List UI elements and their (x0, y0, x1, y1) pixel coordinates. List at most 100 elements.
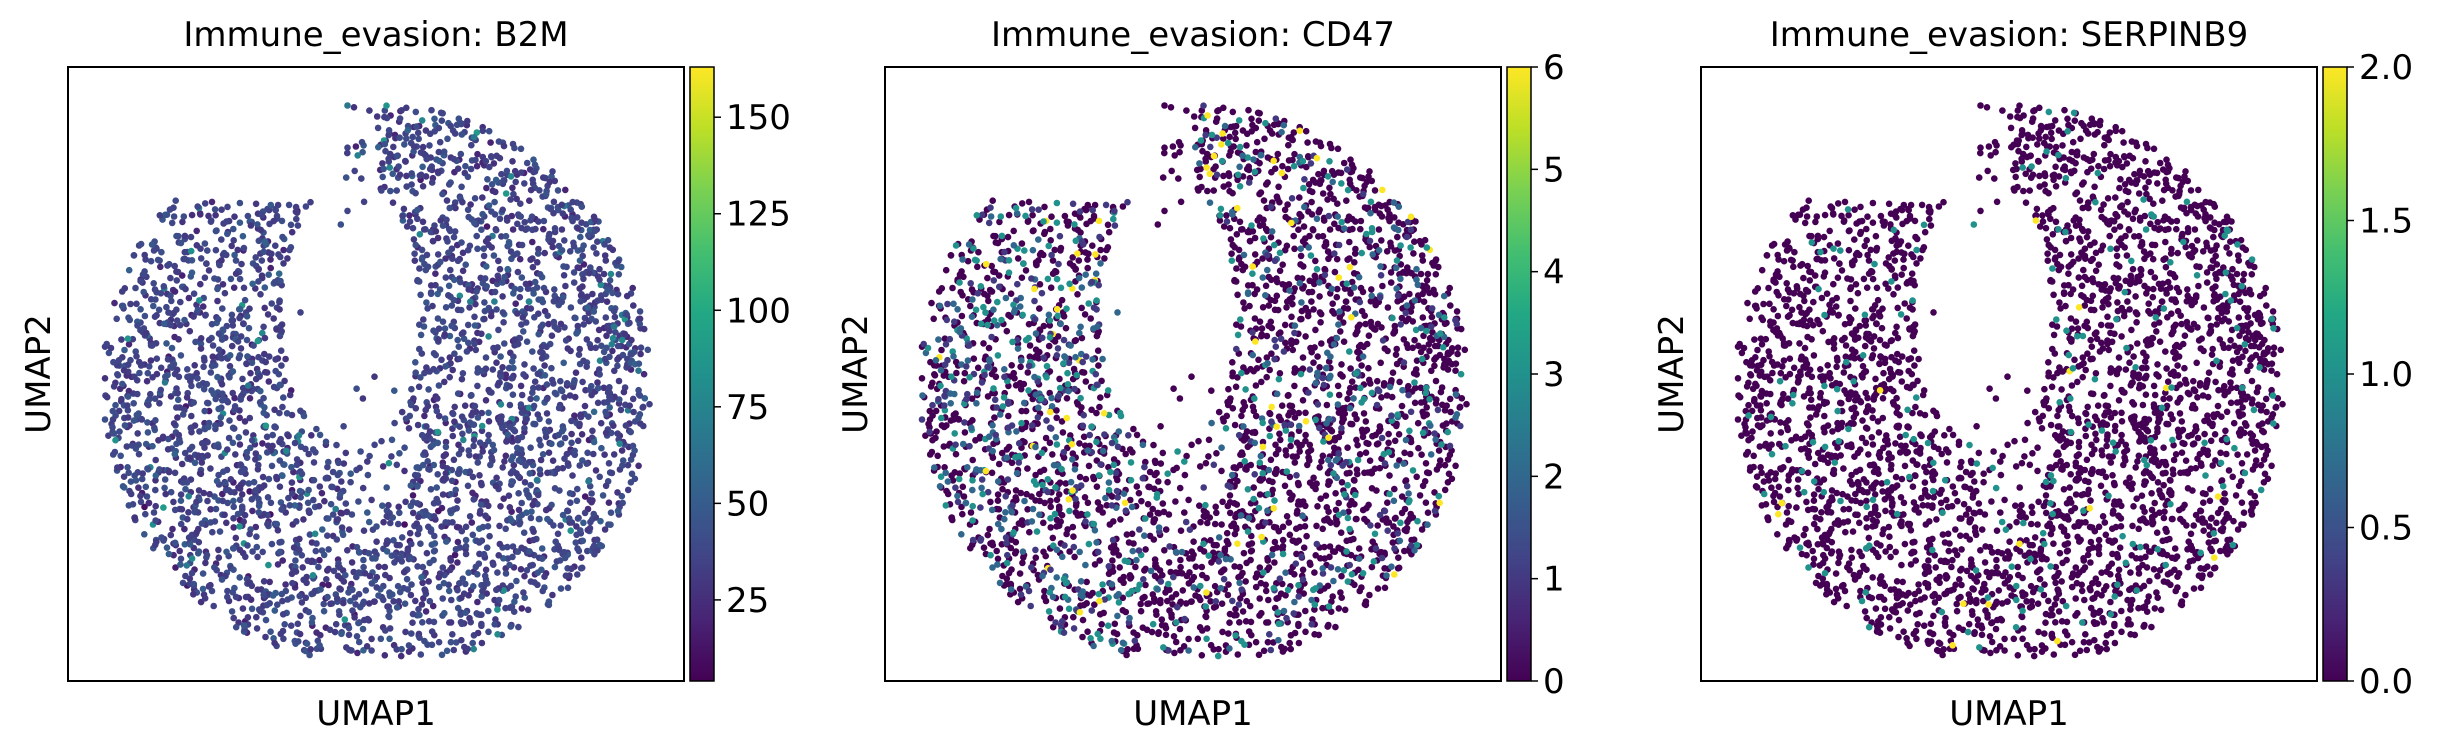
scatter-point (471, 313, 478, 321)
scatter-point (1058, 511, 1066, 519)
scatter-point (517, 446, 525, 453)
scatter-point (188, 269, 196, 277)
scatter-point (1082, 475, 1090, 483)
scatter-point (313, 629, 320, 636)
scatter-point (598, 444, 605, 452)
scatter-point (271, 278, 279, 286)
scatter-point (1049, 534, 1057, 542)
scatter-point (491, 596, 498, 604)
scatter-point (993, 547, 1000, 555)
scatter-point (500, 319, 507, 326)
scatter-point (568, 417, 575, 425)
scatter-point (568, 519, 576, 526)
scatter-point (391, 419, 398, 427)
scatter-point (1423, 277, 1431, 284)
scatter-point (419, 619, 426, 626)
scatter-point (989, 541, 997, 549)
scatter-point (124, 361, 132, 369)
scatter-point (197, 280, 204, 288)
scatter-point (540, 225, 547, 233)
scatter-point (529, 263, 537, 271)
scatter-point (350, 104, 358, 111)
scatter-point (197, 345, 205, 352)
scatter-point (615, 377, 623, 385)
scatter-point (454, 538, 462, 546)
scatter-point (165, 435, 172, 443)
scatter-point (559, 464, 567, 472)
scatter-point (508, 478, 515, 485)
x-axis-label: UMAP1 (316, 694, 436, 734)
scatter-point (567, 499, 574, 507)
scatter-point (604, 286, 611, 294)
scatter-point (465, 339, 472, 347)
scatter-point (146, 363, 153, 370)
scatter-point (526, 470, 534, 477)
scatter-point (1291, 459, 1299, 466)
scatter-point (505, 492, 513, 500)
scatter-point (175, 373, 183, 381)
scatter-point (127, 490, 135, 498)
scatter-point (452, 546, 460, 553)
scatter-point (262, 633, 269, 641)
scatter-point (280, 246, 287, 254)
scatter-point (254, 337, 262, 345)
scatter-point (293, 215, 300, 223)
scatter-point (453, 121, 461, 129)
scatter-point (416, 265, 423, 272)
scatter-point (438, 651, 446, 659)
scatter-point (402, 415, 410, 423)
scatter-point (531, 168, 539, 175)
scatter-point (521, 479, 529, 486)
scatter-point (419, 218, 427, 226)
scatter-point (260, 591, 268, 599)
scatter-point (1218, 600, 1226, 607)
scatter-point (483, 544, 491, 551)
scatter-point (492, 188, 499, 196)
scatter-point (465, 286, 473, 293)
scatter-point (478, 639, 486, 647)
scatter-point (265, 271, 273, 279)
scatter-point (428, 641, 436, 649)
scatter-point (620, 388, 628, 396)
scatter-point (224, 230, 231, 238)
scatter-point (551, 563, 559, 571)
scatter-point (119, 380, 126, 388)
scatter-point (560, 426, 567, 433)
scatter-point (614, 430, 621, 437)
scatter-point (497, 353, 504, 360)
scatter-point (580, 357, 587, 365)
scatter-point (1356, 587, 1363, 595)
scatter-point (255, 353, 262, 361)
scatter-point (462, 609, 469, 616)
scatter-point (1047, 503, 1054, 511)
scatter-point (984, 531, 992, 539)
scatter-point (1347, 365, 1354, 372)
scatter-point (193, 369, 200, 377)
scatter-point (451, 130, 459, 137)
scatter-point (578, 431, 586, 438)
scatter-point (143, 329, 150, 337)
scatter-point (1018, 274, 1026, 282)
scatter-point (205, 267, 213, 274)
scatter-point (162, 490, 169, 498)
scatter-point (409, 509, 417, 517)
scatter-point (246, 395, 254, 402)
scatter-point (242, 553, 249, 561)
scatter-point (590, 244, 597, 251)
scatter-point (263, 601, 271, 609)
scatter-point (506, 423, 514, 431)
scatter-point (179, 479, 187, 486)
scatter-point (259, 329, 266, 337)
scatter-point (209, 362, 216, 370)
scatter-point (576, 345, 583, 353)
scatter-point (1004, 233, 1012, 241)
scatter-point (244, 614, 252, 621)
scatter-point (224, 203, 231, 211)
scatter-point (474, 571, 481, 578)
scatter-point (496, 215, 504, 223)
scatter-point (1095, 362, 1102, 369)
scatter-point (495, 552, 503, 559)
scatter-point (518, 605, 526, 612)
scatter-point (184, 515, 191, 523)
